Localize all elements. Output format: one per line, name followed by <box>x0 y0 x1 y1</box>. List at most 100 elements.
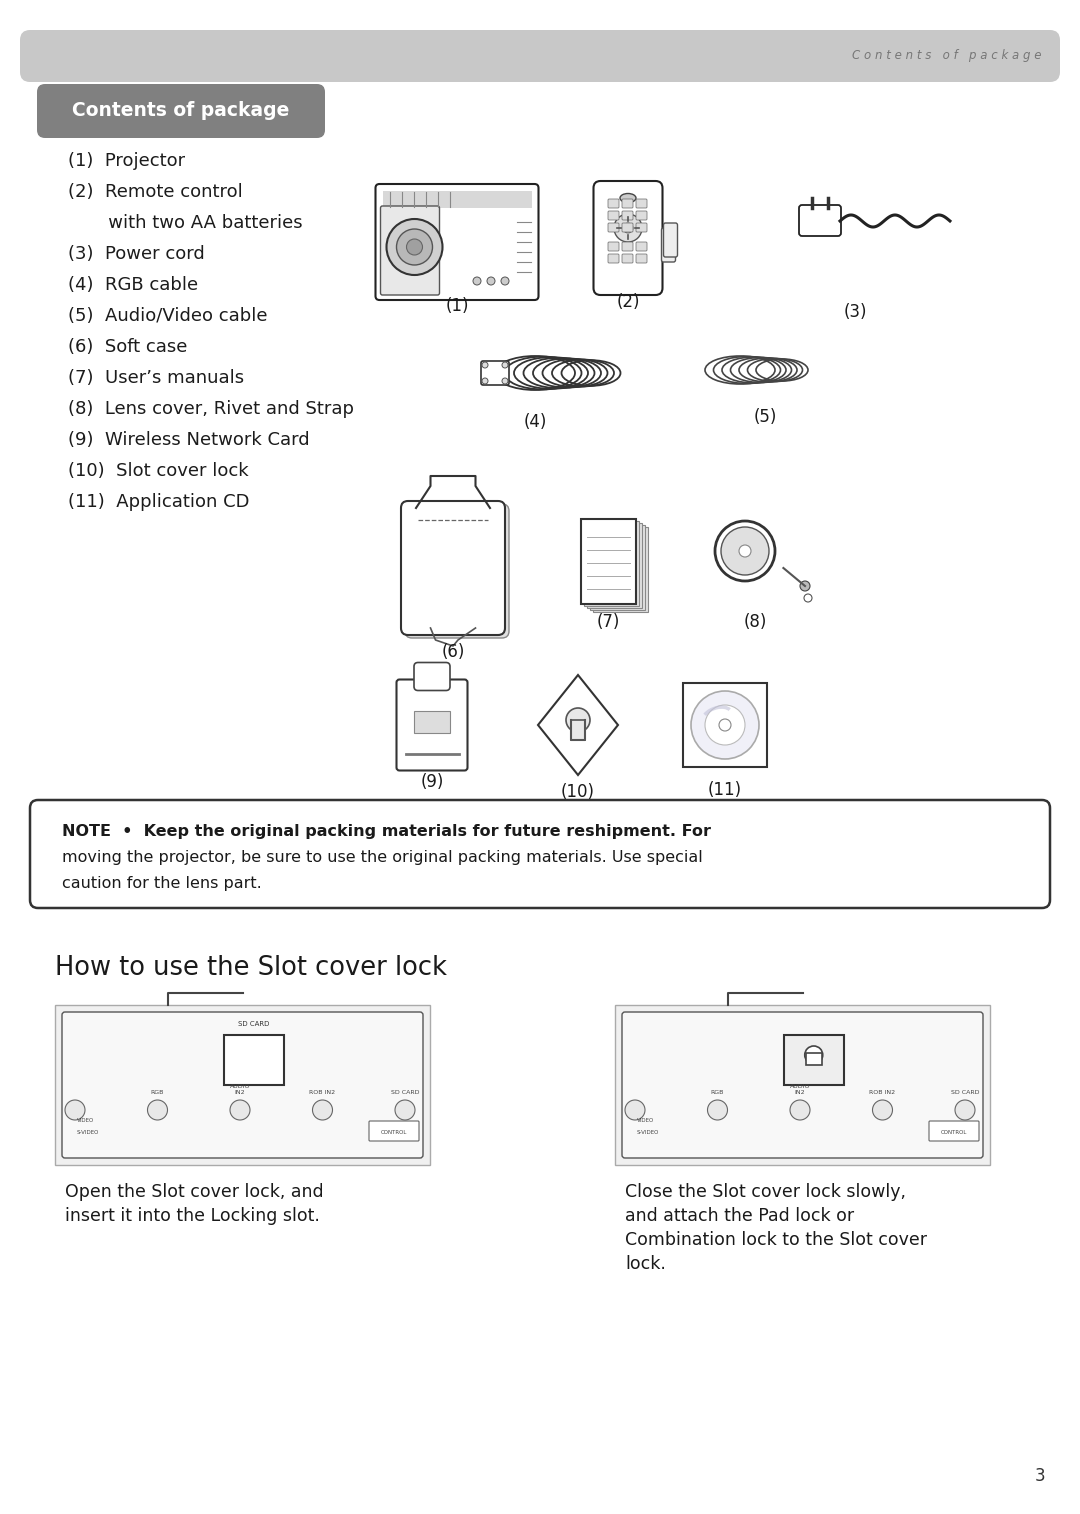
Text: (3): (3) <box>843 303 867 321</box>
Circle shape <box>955 1101 975 1120</box>
FancyBboxPatch shape <box>636 242 647 251</box>
FancyBboxPatch shape <box>608 242 619 251</box>
FancyBboxPatch shape <box>784 1036 843 1086</box>
Text: (7): (7) <box>596 613 620 631</box>
FancyBboxPatch shape <box>622 198 633 207</box>
Circle shape <box>789 1101 810 1120</box>
Text: (5): (5) <box>754 407 777 425</box>
Circle shape <box>406 239 422 254</box>
Text: AUDIO
IN2: AUDIO IN2 <box>230 1084 251 1095</box>
FancyBboxPatch shape <box>636 198 647 207</box>
Circle shape <box>473 277 481 285</box>
Text: (10)  Slot cover lock: (10) Slot cover lock <box>68 462 248 480</box>
Text: Contents of package: Contents of package <box>72 101 289 121</box>
FancyBboxPatch shape <box>62 1011 423 1158</box>
Circle shape <box>721 527 769 575</box>
FancyBboxPatch shape <box>396 680 468 771</box>
FancyBboxPatch shape <box>929 1120 978 1142</box>
Text: SD CARD: SD CARD <box>950 1090 980 1095</box>
FancyBboxPatch shape <box>683 683 767 768</box>
Circle shape <box>387 220 443 276</box>
Text: (2): (2) <box>617 294 639 310</box>
FancyBboxPatch shape <box>622 254 633 263</box>
Circle shape <box>707 1101 728 1120</box>
Text: (1): (1) <box>445 297 469 315</box>
FancyBboxPatch shape <box>55 1005 430 1164</box>
Text: How to use the Slot cover lock: How to use the Slot cover lock <box>55 955 447 981</box>
Text: (4)  RGB cable: (4) RGB cable <box>68 276 198 294</box>
Text: Combination lock to the Slot cover: Combination lock to the Slot cover <box>625 1231 927 1249</box>
Text: S-VIDEO: S-VIDEO <box>77 1131 99 1136</box>
Text: VIDEO: VIDEO <box>77 1119 94 1123</box>
FancyBboxPatch shape <box>608 198 619 207</box>
FancyBboxPatch shape <box>376 185 539 300</box>
Circle shape <box>487 277 495 285</box>
FancyBboxPatch shape <box>382 191 531 207</box>
Circle shape <box>482 378 488 385</box>
FancyBboxPatch shape <box>622 1011 983 1158</box>
Text: AUDIO
IN2: AUDIO IN2 <box>789 1084 810 1095</box>
Text: ROB IN2: ROB IN2 <box>869 1090 895 1095</box>
Text: (11): (11) <box>707 781 742 799</box>
Circle shape <box>566 709 590 731</box>
Circle shape <box>482 362 488 368</box>
Text: (8)  Lens cover, Rivet and Strap: (8) Lens cover, Rivet and Strap <box>68 400 354 418</box>
FancyBboxPatch shape <box>608 223 619 232</box>
Text: SD CARD: SD CARD <box>238 1020 269 1026</box>
Circle shape <box>623 223 633 233</box>
FancyBboxPatch shape <box>799 204 841 236</box>
Text: moving the projector, be sure to use the original packing materials. Use special: moving the projector, be sure to use the… <box>62 849 703 864</box>
Circle shape <box>502 362 508 368</box>
Circle shape <box>230 1101 249 1120</box>
FancyBboxPatch shape <box>30 799 1050 908</box>
Circle shape <box>800 581 810 590</box>
Text: lock.: lock. <box>625 1255 666 1273</box>
FancyBboxPatch shape <box>586 522 642 607</box>
Text: (11)  Application CD: (11) Application CD <box>68 494 249 512</box>
FancyBboxPatch shape <box>594 182 662 295</box>
FancyBboxPatch shape <box>636 254 647 263</box>
Text: ROB IN2: ROB IN2 <box>310 1090 336 1095</box>
Circle shape <box>739 545 751 557</box>
Circle shape <box>396 229 432 265</box>
FancyBboxPatch shape <box>581 518 635 604</box>
FancyBboxPatch shape <box>622 223 633 232</box>
FancyBboxPatch shape <box>37 83 325 138</box>
Text: (10): (10) <box>561 783 595 801</box>
Text: S-VIDEO: S-VIDEO <box>637 1131 660 1136</box>
FancyBboxPatch shape <box>571 721 585 740</box>
Circle shape <box>502 378 508 385</box>
Text: insert it into the Locking slot.: insert it into the Locking slot. <box>65 1207 320 1225</box>
Circle shape <box>705 706 745 745</box>
FancyBboxPatch shape <box>663 223 677 257</box>
Text: (6)  Soft case: (6) Soft case <box>68 338 187 356</box>
Circle shape <box>615 213 642 242</box>
Circle shape <box>148 1101 167 1120</box>
Text: and attach the Pad lock or: and attach the Pad lock or <box>625 1207 854 1225</box>
Text: (5)  Audio/Video cable: (5) Audio/Video cable <box>68 307 268 326</box>
Text: C o n t e n t s   o f   p a c k a g e: C o n t e n t s o f p a c k a g e <box>852 50 1042 62</box>
Text: 3: 3 <box>1035 1467 1045 1485</box>
FancyBboxPatch shape <box>636 210 647 220</box>
Text: (6): (6) <box>442 643 464 662</box>
Text: Close the Slot cover lock slowly,: Close the Slot cover lock slowly, <box>625 1182 906 1201</box>
FancyBboxPatch shape <box>608 254 619 263</box>
Text: (4): (4) <box>524 413 546 431</box>
FancyBboxPatch shape <box>481 360 509 385</box>
Circle shape <box>395 1101 415 1120</box>
FancyBboxPatch shape <box>806 1054 822 1064</box>
FancyBboxPatch shape <box>590 524 645 610</box>
Text: caution for the lens part.: caution for the lens part. <box>62 877 261 892</box>
FancyBboxPatch shape <box>380 206 440 295</box>
FancyBboxPatch shape <box>21 30 1059 82</box>
FancyBboxPatch shape <box>369 1120 419 1142</box>
Text: (8): (8) <box>743 613 767 631</box>
Circle shape <box>691 690 759 759</box>
FancyBboxPatch shape <box>661 229 675 262</box>
FancyBboxPatch shape <box>636 223 647 232</box>
Text: CONTROL: CONTROL <box>941 1129 968 1134</box>
Text: VIDEO: VIDEO <box>637 1119 654 1123</box>
FancyBboxPatch shape <box>608 210 619 220</box>
FancyBboxPatch shape <box>622 210 633 220</box>
FancyBboxPatch shape <box>615 1005 990 1164</box>
